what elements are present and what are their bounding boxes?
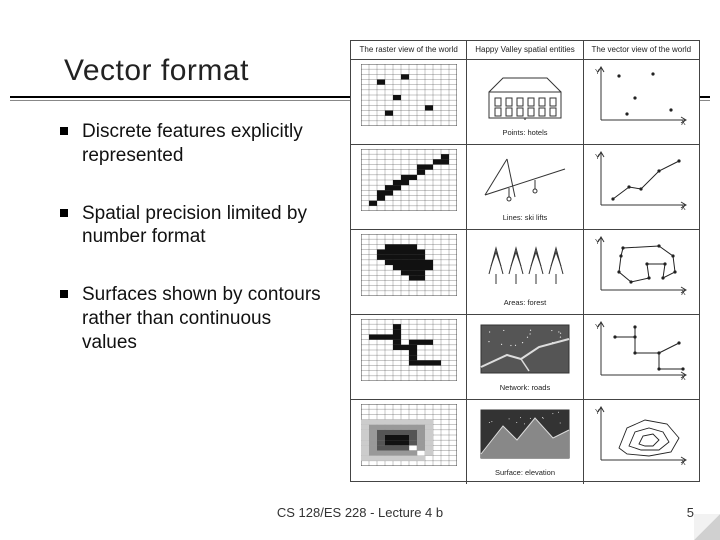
page-curl-icon [694, 514, 720, 540]
svg-text:Y: Y [595, 239, 600, 246]
bullet-item: Surfaces shown by contours rather than c… [60, 283, 330, 354]
bullet-item: Discrete features explicitly represented [60, 120, 330, 168]
entity-label: Lines: ski lifts [503, 213, 548, 222]
svg-text:Y: Y [595, 69, 600, 76]
vector-cell: YX [584, 230, 699, 314]
figure-row: Network: roadsYX [351, 315, 699, 400]
entity-label: Network: roads [500, 383, 550, 392]
figure-header: The raster view of the world [351, 41, 467, 59]
raster-cell [351, 60, 467, 144]
bullet-marker-icon [60, 290, 68, 298]
svg-text:x: x [523, 117, 527, 120]
bullet-marker-icon [60, 209, 68, 217]
bullet-text: Surfaces shown by contours rather than c… [82, 283, 330, 354]
page-number: 5 [687, 505, 694, 520]
svg-text:Y: Y [595, 409, 600, 416]
svg-text:X: X [681, 120, 686, 126]
figure-header-row: The raster view of the world Happy Valle… [351, 41, 699, 60]
vector-cell: YX [584, 315, 699, 399]
figure-header: Happy Valley spatial entities [467, 41, 583, 59]
svg-text:X: X [681, 375, 686, 381]
raster-cell [351, 145, 467, 229]
figure-row: Surface: elevationYX [351, 400, 699, 484]
comparison-figure: The raster view of the world Happy Valle… [350, 40, 700, 482]
figure-row: Areas: forestYX [351, 230, 699, 315]
bullet-item: Spatial precision limited by number form… [60, 202, 330, 250]
svg-text:X: X [681, 205, 686, 211]
entity-label: Points: hotels [502, 128, 547, 137]
svg-text:Y: Y [595, 324, 600, 331]
raster-cell [351, 315, 467, 399]
entity-cell: x Points: hotels [467, 60, 583, 144]
raster-cell [351, 400, 467, 484]
svg-text:Y: Y [595, 154, 600, 161]
entity-cell: Surface: elevation [467, 400, 583, 484]
vector-cell: YX [584, 145, 699, 229]
entity-cell: Network: roads [467, 315, 583, 399]
vector-cell: YX [584, 60, 699, 144]
figure-row: Lines: ski liftsYX [351, 145, 699, 230]
entity-cell: Areas: forest [467, 230, 583, 314]
entity-label: Surface: elevation [495, 468, 555, 477]
figure-row: xPoints: hotelsYX [351, 60, 699, 145]
svg-text:X: X [681, 290, 686, 296]
bullet-text: Spatial precision limited by number form… [82, 202, 330, 250]
raster-cell [351, 230, 467, 314]
entity-cell: Lines: ski lifts [467, 145, 583, 229]
slide: Vector format Discrete features explicit… [0, 0, 720, 540]
svg-text:X: X [681, 460, 686, 466]
bullet-list: Discrete features explicitly represented… [60, 120, 330, 388]
vector-cell: YX [584, 400, 699, 484]
entity-label: Areas: forest [504, 298, 547, 307]
slide-footer: CS 128/ES 228 - Lecture 4 b [0, 505, 720, 520]
bullet-text: Discrete features explicitly represented [82, 120, 330, 168]
bullet-marker-icon [60, 127, 68, 135]
slide-title: Vector format [64, 54, 249, 88]
figure-header: The vector view of the world [584, 41, 699, 59]
